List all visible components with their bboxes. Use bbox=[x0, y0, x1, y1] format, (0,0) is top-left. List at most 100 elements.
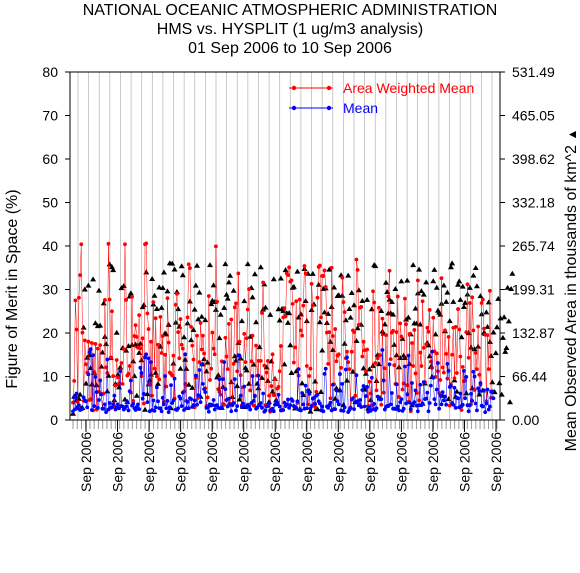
mean-point bbox=[206, 409, 211, 414]
mean-point bbox=[299, 408, 303, 413]
x-tick-label: Sep 2006 bbox=[78, 432, 94, 492]
x-tick-label: Sep 2006 bbox=[173, 432, 189, 492]
area-marker bbox=[123, 347, 130, 353]
area-marker bbox=[473, 283, 480, 289]
area-weighted-mean-point bbox=[475, 367, 479, 372]
area-weighted-mean-point bbox=[212, 352, 217, 357]
area-marker bbox=[312, 378, 319, 384]
area-marker bbox=[286, 310, 293, 316]
mean-point bbox=[294, 405, 299, 410]
mean-point bbox=[110, 405, 114, 410]
mean-point bbox=[74, 391, 79, 396]
area-weighted-mean-point bbox=[321, 274, 326, 278]
area-weighted-mean-point bbox=[179, 342, 184, 347]
area-weighted-mean-point bbox=[110, 309, 114, 314]
title-line-3: 01 Sep 2006 to 10 Sep 2006 bbox=[188, 40, 392, 57]
mean-point bbox=[379, 397, 384, 402]
area-marker bbox=[224, 295, 231, 301]
area-marker bbox=[417, 321, 424, 327]
area-marker bbox=[509, 270, 516, 276]
area-weighted-mean-point bbox=[258, 358, 263, 363]
area-marker bbox=[269, 388, 276, 394]
area-marker bbox=[270, 276, 277, 282]
area-marker bbox=[190, 327, 197, 333]
mean-point bbox=[452, 385, 457, 390]
area-weighted-mean-point bbox=[121, 347, 126, 351]
area-weighted-mean-point bbox=[218, 392, 223, 397]
mean-point bbox=[338, 371, 342, 376]
mean-point bbox=[77, 403, 81, 408]
area-weighted-mean-point bbox=[74, 327, 79, 332]
area-weighted-mean-point bbox=[84, 362, 88, 367]
mean-point bbox=[288, 403, 293, 408]
area-weighted-mean-point bbox=[289, 278, 294, 283]
mean-point bbox=[360, 388, 365, 392]
area-weighted-mean-point bbox=[315, 295, 320, 300]
mean-point bbox=[219, 405, 224, 410]
area-weighted-mean-point bbox=[445, 376, 450, 381]
mean-point bbox=[486, 407, 491, 412]
mean-point bbox=[364, 394, 368, 398]
mean-point bbox=[211, 398, 216, 402]
area-marker bbox=[329, 346, 336, 352]
area-weighted-mean-point bbox=[71, 400, 75, 405]
area-marker bbox=[420, 291, 427, 297]
area-weighted-mean-point bbox=[402, 296, 407, 301]
mean-point bbox=[162, 402, 166, 407]
area-marker bbox=[151, 292, 158, 298]
area-marker bbox=[179, 272, 186, 278]
mean-point bbox=[235, 404, 240, 408]
y-right-tick-label: 0.00 bbox=[512, 412, 539, 428]
mean-point bbox=[374, 406, 379, 411]
area-weighted-mean-point bbox=[345, 349, 349, 354]
area-weighted-mean-point bbox=[456, 307, 460, 311]
mean-point bbox=[260, 405, 264, 410]
area-weighted-mean-point bbox=[214, 244, 218, 249]
area-marker bbox=[432, 331, 439, 337]
area-marker bbox=[159, 284, 166, 290]
mean-point bbox=[306, 388, 310, 393]
area-weighted-mean-point bbox=[339, 365, 344, 370]
area-marker bbox=[70, 410, 76, 416]
area-marker bbox=[399, 335, 406, 341]
area-weighted-mean-point bbox=[130, 294, 134, 299]
area-weighted-mean-point bbox=[108, 355, 113, 360]
area-weighted-mean-point bbox=[471, 328, 476, 333]
mean-point bbox=[146, 356, 151, 361]
area-weighted-mean-point bbox=[309, 281, 314, 286]
mean-point bbox=[223, 387, 228, 392]
area-marker bbox=[81, 286, 88, 292]
mean-point bbox=[160, 395, 165, 400]
area-marker bbox=[496, 380, 503, 386]
area-marker bbox=[360, 365, 367, 371]
area-weighted-mean-point bbox=[413, 371, 418, 376]
area-weighted-mean-point bbox=[73, 298, 78, 303]
area-marker bbox=[405, 314, 412, 320]
area-marker bbox=[156, 284, 163, 290]
area-weighted-mean-point bbox=[247, 287, 251, 291]
area-weighted-mean-point bbox=[424, 342, 429, 347]
area-weighted-mean-point bbox=[417, 398, 421, 403]
area-weighted-mean-point bbox=[347, 367, 352, 372]
mean-point bbox=[229, 409, 234, 414]
mean-point bbox=[408, 407, 413, 412]
mean-point bbox=[354, 373, 359, 378]
mean-point bbox=[335, 399, 340, 404]
area-marker bbox=[284, 319, 291, 325]
area-marker bbox=[155, 380, 162, 386]
area-weighted-mean-point bbox=[458, 354, 463, 359]
mean-point bbox=[231, 401, 236, 405]
area-marker bbox=[460, 303, 467, 309]
area-marker bbox=[195, 316, 202, 322]
area-weighted-mean-point bbox=[124, 298, 129, 302]
area-weighted-mean-point bbox=[134, 335, 139, 339]
area-weighted-mean-point bbox=[431, 315, 436, 320]
area-marker bbox=[335, 292, 342, 298]
mean-point bbox=[444, 402, 449, 407]
area-marker bbox=[299, 380, 306, 386]
area-weighted-mean-point bbox=[277, 369, 282, 374]
area-marker bbox=[336, 387, 343, 393]
area-marker bbox=[502, 348, 509, 354]
mean-point bbox=[163, 374, 168, 378]
mean-point bbox=[99, 392, 104, 397]
